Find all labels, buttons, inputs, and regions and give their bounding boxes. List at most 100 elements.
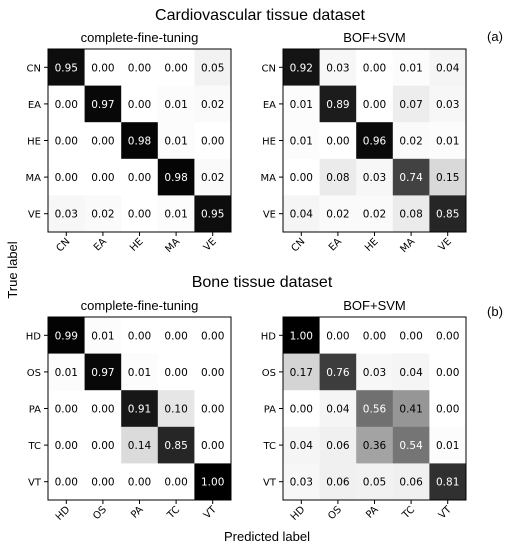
y-axis-label: True label (5, 241, 20, 298)
matrix-cell (283, 49, 320, 86)
cell-value: 0.02 (91, 209, 114, 221)
cell-value: 0.06 (326, 440, 350, 452)
cell-value: 0.00 (55, 404, 78, 416)
x-tick-label: CN (54, 236, 72, 254)
matrix-cell (392, 353, 430, 391)
matrix-cell (84, 317, 122, 354)
x-tick-label: TC (400, 504, 417, 521)
matrix-cell (157, 195, 195, 233)
matrix-cell (194, 390, 232, 428)
panel-a-label: (a) (487, 29, 503, 44)
cell-value: 0.98 (128, 136, 151, 148)
matrix-cell (157, 122, 195, 160)
x-tick-label: MA (399, 236, 418, 255)
matrix-cell (84, 49, 122, 86)
matrix-cell (121, 49, 159, 86)
y-tick-label: TC (27, 441, 41, 452)
matrix-cell (429, 195, 467, 233)
x-tick-label: VT (202, 504, 220, 522)
cell-value: 0.05 (201, 62, 224, 74)
y-tick-label: HE (27, 137, 41, 148)
cell-value: 0.74 (399, 172, 423, 184)
cell-value: 0.03 (363, 367, 386, 379)
cell-value: 0.02 (399, 136, 422, 148)
cell-value: 0.00 (91, 404, 114, 416)
matrix-cell (319, 49, 357, 86)
matrix-cell (121, 426, 159, 464)
x-tick-label: PA (129, 504, 146, 521)
matrix-cell (48, 85, 85, 123)
matrix-cell (194, 122, 232, 160)
matrix-cell (356, 353, 394, 391)
matrix-cell (429, 353, 467, 391)
y-tick-label: VE (28, 210, 41, 221)
matrix-cell (356, 49, 394, 86)
y-tick-label: VT (263, 478, 277, 489)
matrix-cell (319, 85, 357, 123)
x-tick-label: HE (128, 236, 146, 254)
matrix-cell (283, 353, 320, 391)
matrix-cell (48, 122, 85, 160)
cell-value: 0.04 (290, 209, 314, 221)
matrix-cell (157, 426, 195, 464)
matrix-cell (392, 426, 430, 464)
cell-value: 0.54 (399, 440, 423, 452)
cell-value: 0.10 (164, 404, 187, 416)
matrix-cell (319, 158, 357, 196)
x-tick-label: HD (54, 504, 73, 523)
y-tick-label: HD (26, 331, 42, 342)
cell-value: 0.01 (164, 136, 187, 148)
x-tick-label: HE (363, 236, 381, 254)
cell-value: 0.00 (201, 440, 224, 452)
cell-value: 0.00 (91, 477, 114, 489)
x-tick-label: HD (289, 504, 308, 523)
y-tick-label: OS (262, 368, 276, 379)
cell-value: 0.00 (55, 440, 78, 452)
matrix-cell (157, 463, 195, 501)
x-tick-label: PA (364, 504, 381, 521)
x-tick-label: CN (289, 236, 307, 254)
matrix-cell (392, 49, 430, 86)
x-tick-label: VT (437, 504, 455, 522)
cell-value: 0.98 (164, 172, 187, 184)
cell-value: 0.00 (164, 62, 187, 74)
y-tick-label: MA (261, 173, 277, 184)
matrix-cell (157, 317, 195, 354)
matrix-cell (84, 390, 122, 428)
cell-value: 0.04 (326, 404, 350, 416)
matrix-cell (356, 463, 394, 501)
cell-value: 0.00 (399, 330, 422, 342)
cell-value: 1.00 (290, 330, 313, 342)
cell-value: 0.85 (436, 209, 459, 221)
cell-value: 0.01 (164, 209, 187, 221)
cell-value: 0.04 (436, 62, 460, 74)
cell-value: 0.89 (326, 99, 349, 111)
matrix-cell (429, 49, 467, 86)
matrix-cell (283, 317, 320, 354)
matrix-cell (48, 426, 85, 464)
cell-value: 0.03 (55, 209, 78, 221)
panel-b-label: (b) (487, 304, 503, 319)
cell-value: 0.15 (436, 172, 459, 184)
cell-value: 0.00 (436, 367, 459, 379)
matrix-cell (157, 85, 195, 123)
matrix-cell (84, 158, 122, 196)
matrix-cell (283, 122, 320, 160)
matrix-cell (194, 49, 232, 86)
matrix-cell (121, 122, 159, 160)
cell-value: 0.08 (399, 209, 422, 221)
cell-value: 0.00 (55, 99, 78, 111)
confusion-matrix-4: BOF+SVM 1.00 0.00 0.00 0.00 0.00 0.17 0.76 0.03 0… (261, 298, 467, 523)
matrix-cell (121, 158, 159, 196)
y-tick-label: TC (262, 441, 276, 452)
matrix-cell (429, 122, 467, 160)
x-axis-label: Predicted label (224, 529, 310, 544)
matrix-cell (48, 390, 85, 428)
cell-value: 0.00 (326, 330, 349, 342)
cell-value: 0.01 (164, 99, 187, 111)
cell-value: 0.00 (91, 62, 114, 74)
matrix-cell (319, 463, 357, 501)
matrix-cell (194, 85, 232, 123)
x-tick-label: MA (164, 236, 183, 255)
